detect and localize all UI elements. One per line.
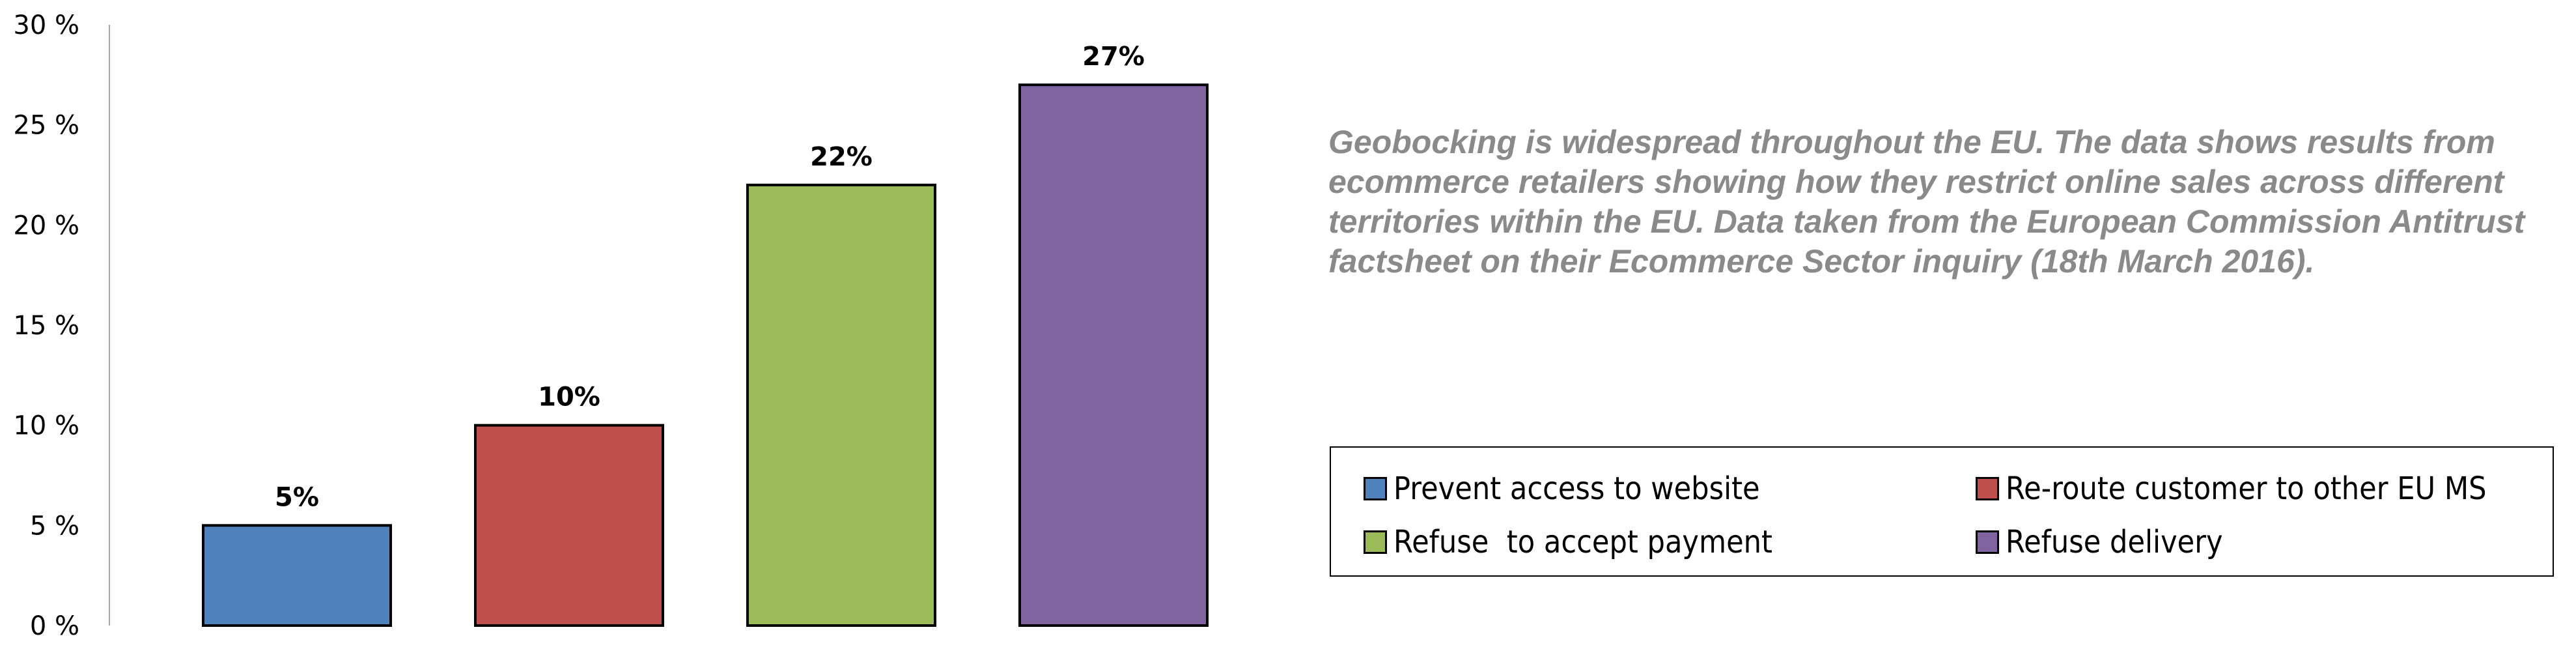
y-tick-label: 25 %	[13, 111, 79, 141]
legend-swatch	[1976, 530, 1999, 554]
legend-item-refuse-delivery: Refuse delivery	[1976, 519, 2247, 565]
y-tick-label: 15 %	[13, 311, 79, 341]
y-tick-label: 5 %	[30, 511, 79, 541]
bar	[746, 183, 936, 627]
data-labels: 5% 10% 22% 27%	[275, 42, 1145, 512]
y-tick-label: 0 %	[30, 611, 79, 641]
chart-description-note: Geobocking is widespread throughout the …	[1328, 124, 2525, 280]
legend-label: Refuse delivery	[2006, 524, 2223, 560]
legend-label: Prevent access to website	[1393, 470, 1760, 507]
y-tick-label: 20 %	[13, 210, 79, 240]
chart-legend: Prevent access to website Re-route custo…	[1330, 446, 2554, 577]
y-tick-label: 10 %	[13, 411, 79, 441]
legend-swatch	[1364, 530, 1387, 554]
bar	[474, 424, 664, 627]
legend-label: Refuse to accept payment	[1393, 524, 1772, 560]
bar-data-label: 5%	[275, 482, 319, 512]
bar-data-label: 22%	[810, 142, 873, 172]
legend-item-prevent-access: Prevent access to website	[1364, 466, 1800, 512]
y-tick-label: 30 %	[13, 10, 79, 40]
y-axis-ticks: 0 % 5 % 10 % 15 % 20 % 25 % 30 %	[13, 10, 79, 641]
bar	[202, 524, 392, 627]
legend-swatch	[1976, 477, 1999, 500]
legend-item-refuse-payment: Refuse to accept payment	[1364, 519, 1815, 565]
legend-label: Re-route customer to other EU MS	[2006, 470, 2487, 507]
legend-item-re-route-customer: Re-route customer to other EU MS	[1976, 466, 2540, 512]
bar	[1018, 83, 1209, 627]
legend-swatch	[1364, 477, 1387, 500]
bar-data-label: 10%	[538, 382, 600, 412]
bar-data-label: 27%	[1082, 42, 1145, 72]
bars	[202, 83, 1209, 627]
